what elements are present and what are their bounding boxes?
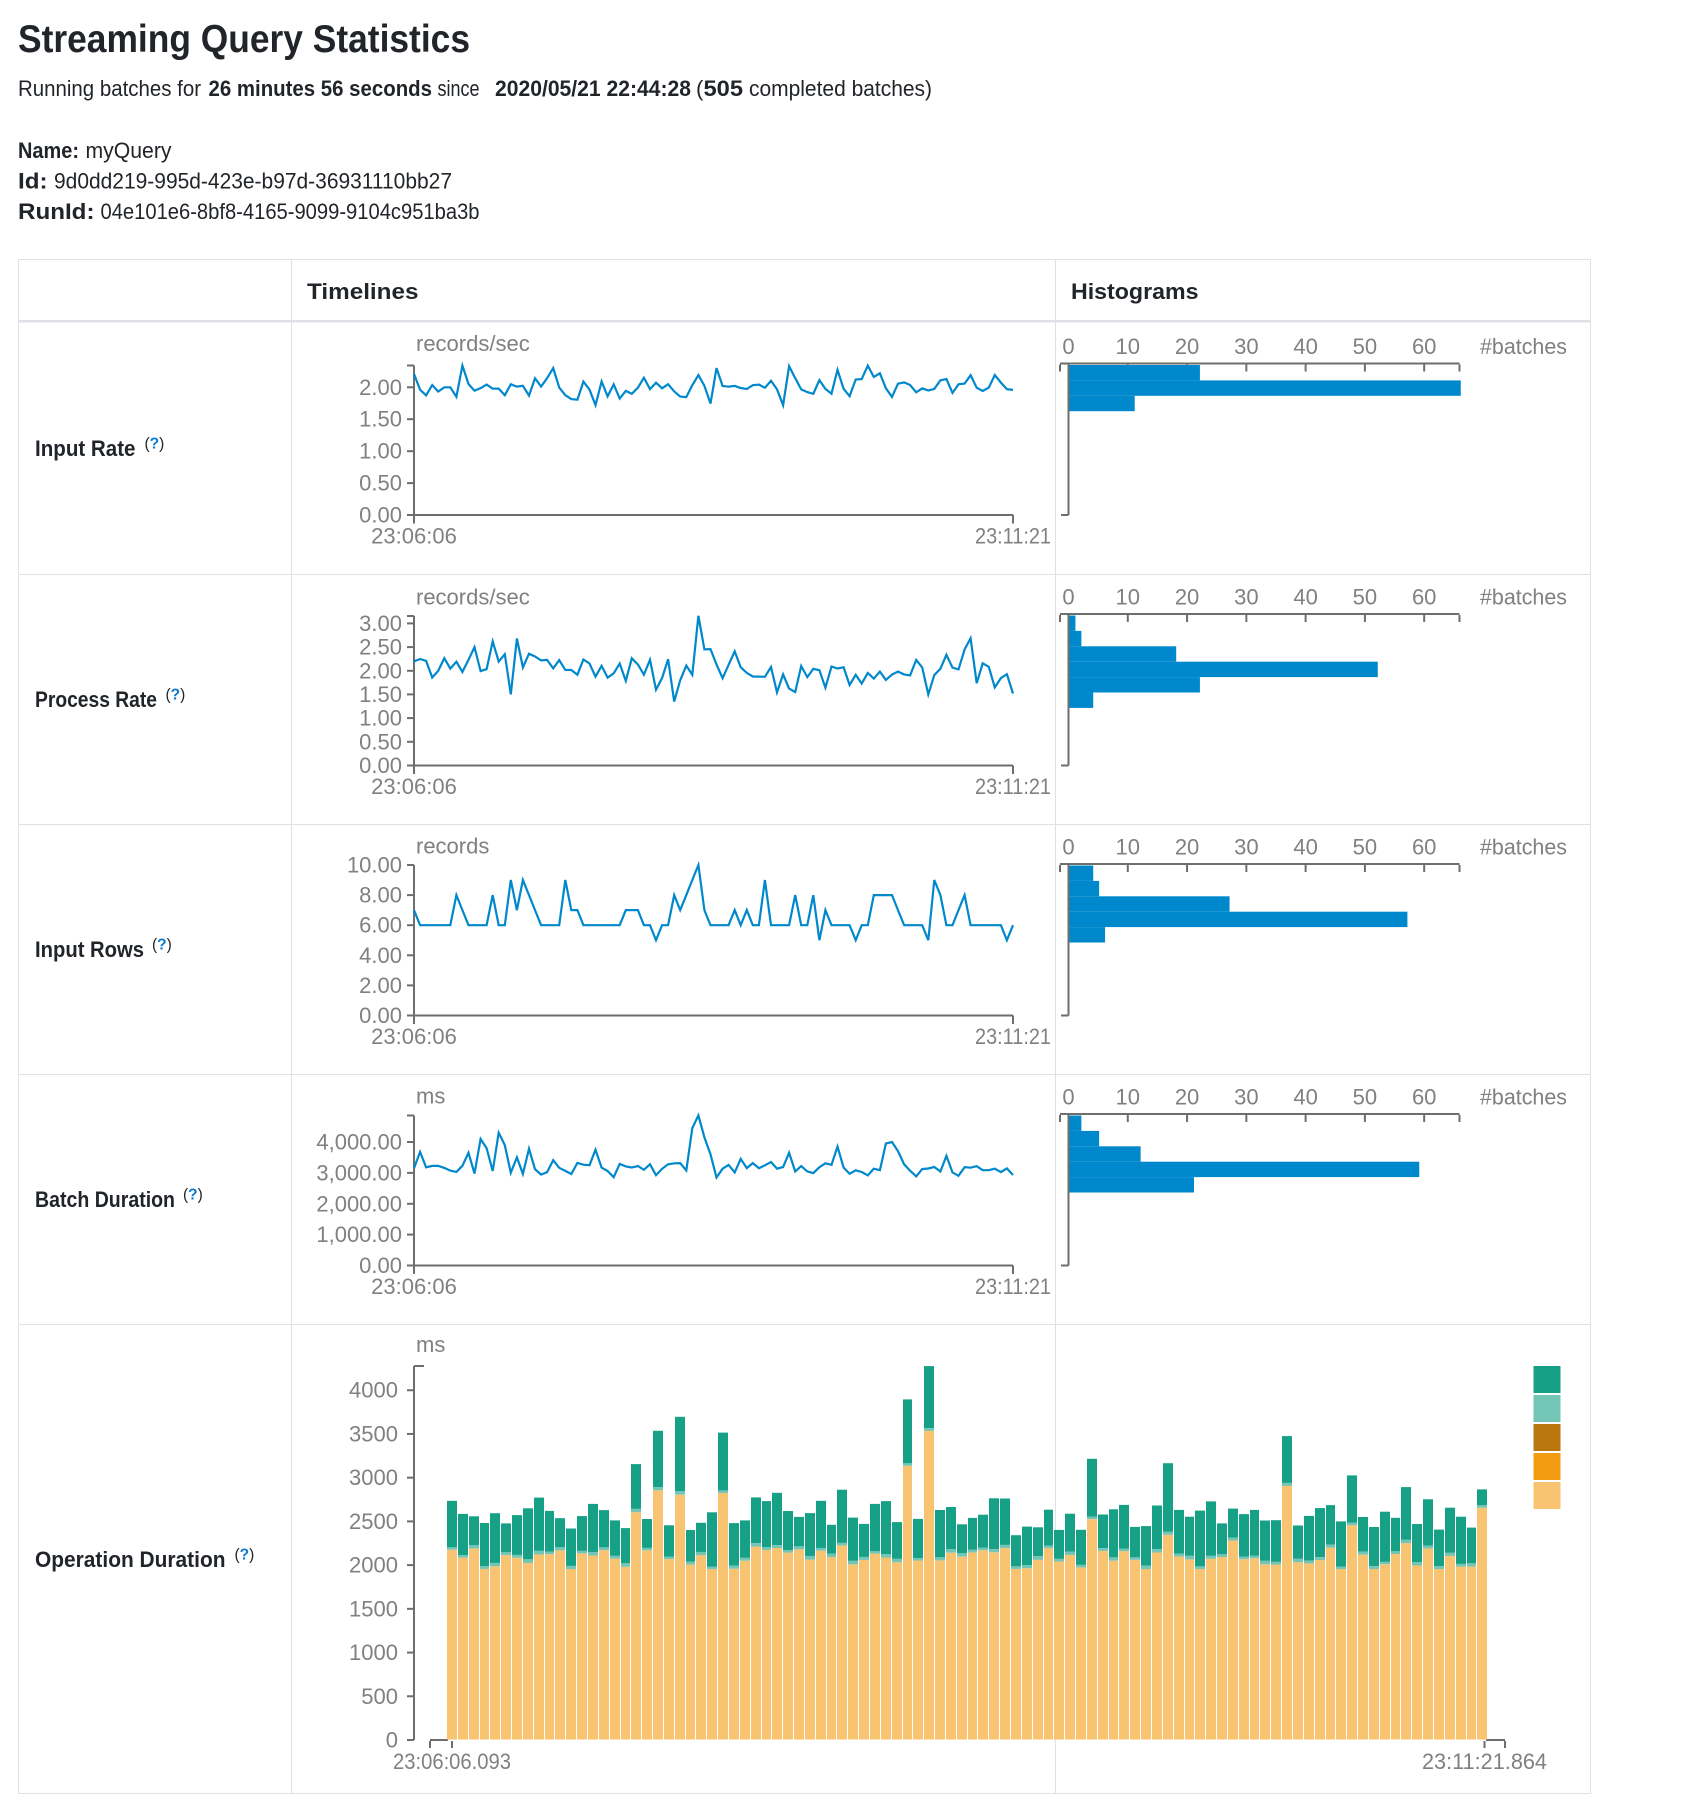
svg-text:#batches: #batches: [1480, 835, 1567, 860]
svg-text:3,000.00: 3,000.00: [316, 1160, 402, 1185]
svg-text:2500: 2500: [349, 1509, 398, 1534]
svg-text:6.00: 6.00: [359, 913, 402, 938]
svg-text:23:06:06: 23:06:06: [371, 774, 457, 799]
svg-text:(?): (?): [235, 1547, 255, 1564]
svg-text:20: 20: [1175, 585, 1199, 610]
svg-text:2,000.00: 2,000.00: [316, 1191, 402, 1216]
svg-text:0: 0: [1062, 334, 1074, 359]
svg-text:records/sec: records/sec: [416, 585, 530, 610]
svg-text:1,000.00: 1,000.00: [316, 1222, 402, 1247]
svg-text:1000: 1000: [349, 1640, 398, 1665]
svg-text:23:11:21: 23:11:21: [975, 774, 1051, 799]
svg-text:0: 0: [1062, 585, 1074, 610]
svg-text:40: 40: [1293, 585, 1317, 610]
svg-text:10: 10: [1116, 1085, 1140, 1110]
svg-text:23:11:21: 23:11:21: [975, 524, 1051, 549]
svg-text:20: 20: [1175, 334, 1199, 359]
svg-text:10: 10: [1116, 585, 1140, 610]
svg-text:#batches: #batches: [1480, 334, 1567, 359]
svg-text:1500: 1500: [349, 1596, 398, 1621]
svg-text:23:11:21: 23:11:21: [975, 1024, 1051, 1049]
svg-text:(?): (?): [145, 436, 165, 453]
svg-text:8.00: 8.00: [359, 883, 402, 908]
svg-text:30: 30: [1234, 585, 1258, 610]
svg-text:4,000.00: 4,000.00: [316, 1130, 402, 1155]
svg-text:2.00: 2.00: [359, 375, 402, 400]
svg-text:60: 60: [1412, 334, 1436, 359]
svg-text:Id:9d0dd219-995d-423e-b97d-369: Id: 9d0dd219-995d-423e-b97d-36931110bb27: [18, 169, 452, 194]
svg-text:Input Rows: Input Rows: [35, 937, 144, 962]
svg-text:3.00: 3.00: [359, 611, 402, 636]
svg-text:10: 10: [1116, 835, 1140, 860]
svg-text:40: 40: [1293, 334, 1317, 359]
svg-text:Streaming Query Statistics: Streaming Query Statistics: [18, 18, 470, 61]
svg-text:1.00: 1.00: [359, 439, 402, 464]
svg-text:Histograms: Histograms: [1071, 279, 1199, 304]
svg-text:23:06:06: 23:06:06: [371, 1274, 457, 1299]
svg-text:Name:myQuery: Name: myQuery: [18, 138, 172, 163]
svg-text:0.00: 0.00: [359, 753, 402, 778]
svg-text:0.00: 0.00: [359, 503, 402, 528]
svg-text:50: 50: [1353, 1085, 1377, 1110]
svg-text:(?): (?): [152, 937, 172, 954]
svg-text:30: 30: [1234, 334, 1258, 359]
svg-text:60: 60: [1412, 835, 1436, 860]
svg-text:2000: 2000: [349, 1553, 398, 1578]
svg-text:1.50: 1.50: [359, 407, 402, 432]
svg-text:ms: ms: [416, 1332, 445, 1357]
svg-text:#batches: #batches: [1480, 1085, 1567, 1110]
svg-text:10: 10: [1116, 334, 1140, 359]
svg-text:0: 0: [1062, 1085, 1074, 1110]
svg-text:(?): (?): [166, 687, 186, 704]
svg-text:23:11:21.864: 23:11:21.864: [1422, 1749, 1547, 1774]
svg-text:20: 20: [1175, 835, 1199, 860]
svg-text:23:06:06.093: 23:06:06.093: [393, 1749, 511, 1774]
svg-text:0.50: 0.50: [359, 729, 402, 754]
svg-text:50: 50: [1353, 334, 1377, 359]
svg-text:23:06:06: 23:06:06: [371, 524, 457, 549]
svg-text:1.50: 1.50: [359, 682, 402, 707]
svg-text:10.00: 10.00: [347, 853, 402, 878]
svg-text:50: 50: [1353, 835, 1377, 860]
svg-text:30: 30: [1234, 835, 1258, 860]
svg-text:60: 60: [1412, 1085, 1436, 1110]
svg-text:0.50: 0.50: [359, 471, 402, 496]
svg-text:Timelines: Timelines: [307, 279, 419, 304]
svg-text:4000: 4000: [349, 1378, 398, 1403]
svg-text:2.00: 2.00: [359, 658, 402, 683]
svg-text:(?): (?): [183, 1187, 203, 1204]
svg-text:4.00: 4.00: [359, 943, 402, 968]
svg-text:0.00: 0.00: [359, 1003, 402, 1028]
svg-text:Operation Duration: Operation Duration: [35, 1547, 226, 1572]
svg-text:ms: ms: [416, 1084, 445, 1109]
svg-text:30: 30: [1234, 1085, 1258, 1110]
svg-text:Batch Duration: Batch Duration: [35, 1187, 175, 1212]
svg-text:500: 500: [361, 1684, 398, 1709]
svg-text:3500: 3500: [349, 1421, 398, 1446]
svg-text:60: 60: [1412, 585, 1436, 610]
svg-text:RunId:04e101e6-8bf8-4165-9099-: RunId: 04e101e6-8bf8-4165-9099-9104c951ba…: [18, 199, 480, 224]
svg-text:0.00: 0.00: [359, 1253, 402, 1278]
svg-text:40: 40: [1293, 1085, 1317, 1110]
svg-text:23:06:06: 23:06:06: [371, 1024, 457, 1049]
svg-text:0: 0: [1062, 835, 1074, 860]
svg-text:50: 50: [1353, 585, 1377, 610]
svg-text:records/sec: records/sec: [416, 331, 530, 356]
svg-text:2.50: 2.50: [359, 635, 402, 660]
svg-text:records: records: [416, 834, 489, 859]
svg-text:40: 40: [1293, 835, 1317, 860]
svg-text:Input Rate: Input Rate: [35, 436, 136, 461]
svg-text:#batches: #batches: [1480, 585, 1567, 610]
svg-text:1.00: 1.00: [359, 706, 402, 731]
svg-text:0: 0: [386, 1728, 398, 1753]
svg-text:20: 20: [1175, 1085, 1199, 1110]
svg-text:23:11:21: 23:11:21: [975, 1274, 1051, 1299]
svg-text:3000: 3000: [349, 1465, 398, 1490]
svg-text:Process Rate: Process Rate: [35, 687, 157, 712]
svg-text:2.00: 2.00: [359, 973, 402, 998]
